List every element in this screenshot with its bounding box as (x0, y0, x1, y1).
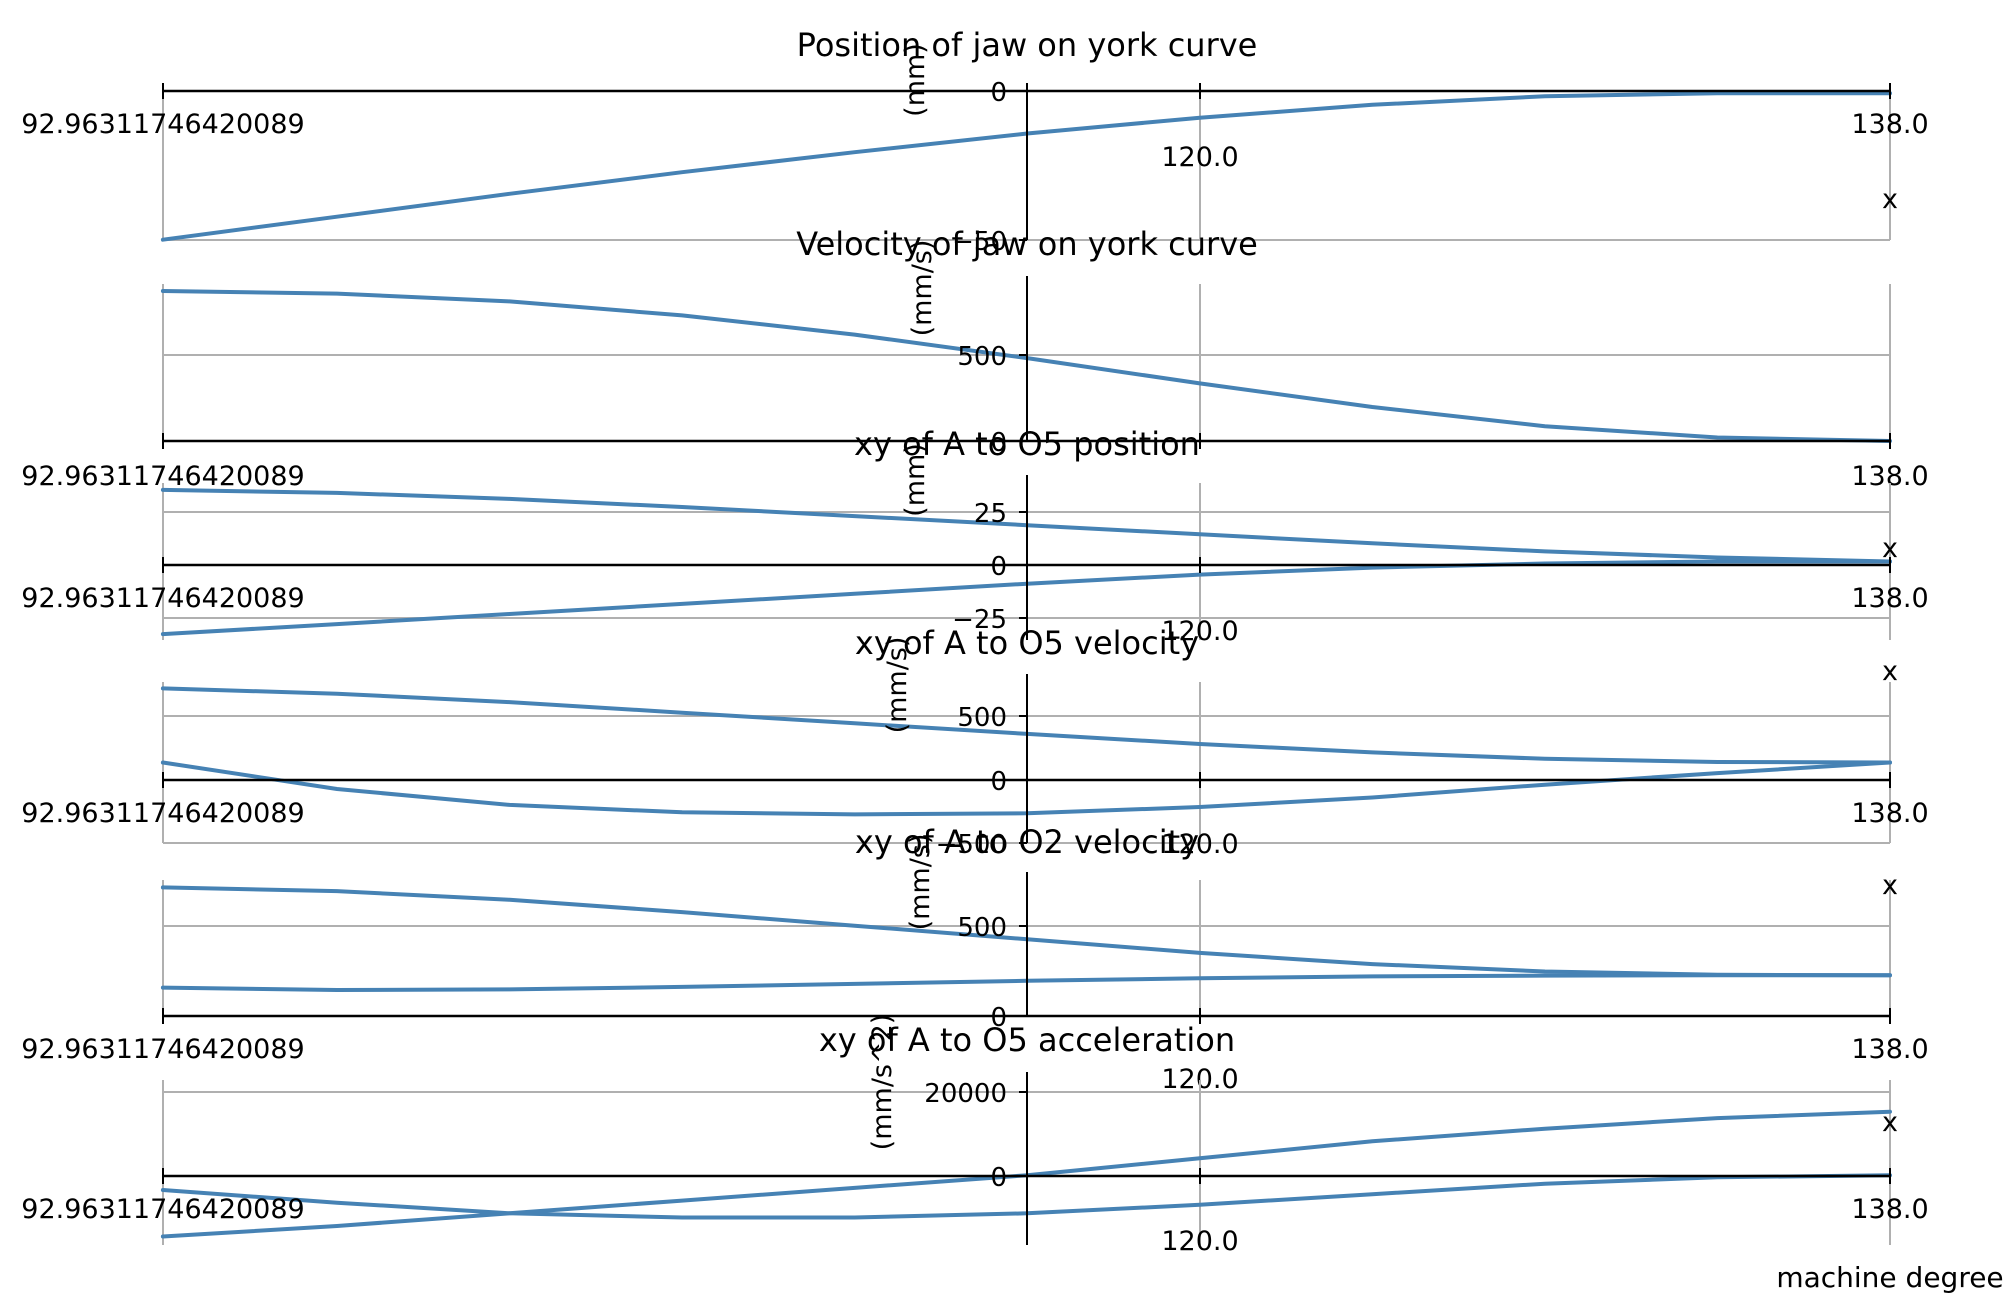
x-axis-label: x (1882, 184, 1898, 215)
y-tick-label: 0 (990, 552, 1007, 582)
y-axis-label: (mm/s) (907, 240, 938, 337)
chart-title: Position of jaw on york curve (797, 26, 1258, 64)
y-axis-label: (mm/s^2) (867, 1014, 898, 1151)
x-tick-label: 120.0 (1161, 1226, 1238, 1257)
y-tick-label: 0 (990, 428, 1007, 458)
chart-title: Velocity of jaw on york curve (796, 225, 1258, 263)
y-axis-label: (mm/s) (905, 834, 936, 931)
y-tick-label: 0 (990, 78, 1007, 108)
y-tick-label: −25 (952, 605, 1007, 635)
x-axis-label: x (1882, 1107, 1898, 1138)
chart-title: xy of A to O5 position (854, 425, 1200, 463)
y-tick-label: 500 (957, 342, 1007, 372)
x-axis-label: x (1882, 870, 1898, 901)
chart-panel-3: 25 0 −25 92.96311746420089 138.0 120.0 x (mm)xy… (21, 425, 1928, 647)
chart-title: xy of A to O2 velocity (855, 823, 1199, 861)
chart-panel-1: 0 −50 92.96311746420089 138.0 120.0 x (mm)Posi… (21, 26, 1928, 257)
y-tick-label: −500 (936, 830, 1007, 860)
y-tick-label: 0 (990, 1003, 1007, 1033)
chart-panel-4: 500 0 −500 92.96311746420089 138.0 120.0 x (mm/… (21, 624, 1928, 860)
y-axis-label: (mm) (900, 443, 931, 517)
x-tick-label: 92.96311746420089 (21, 109, 304, 140)
figure-x-axis-label: machine degree (1776, 1261, 2003, 1294)
chart-title: xy of A to O5 acceleration (819, 1021, 1235, 1059)
x-axis-label: x (1882, 656, 1898, 687)
x-tick-label: 120.0 (1161, 616, 1238, 647)
y-axis-label: (mm) (900, 43, 931, 117)
y-tick-label: 500 (957, 703, 1007, 733)
y-tick-label: −50 (952, 227, 1007, 257)
x-tick-label: 138.0 (1851, 583, 1928, 614)
x-axis-label: x (1882, 533, 1898, 564)
x-tick-label: 138.0 (1851, 798, 1928, 829)
y-tick-label: 20000 (924, 1079, 1007, 1109)
x-tick-label: 120.0 (1161, 142, 1238, 173)
chart-title: xy of A to O5 velocity (855, 624, 1199, 662)
x-tick-label: 138.0 (1851, 1194, 1928, 1225)
chart-panel-6: 20000 0 92.96311746420089 138.0 120.0 x (mm/s^… (21, 1014, 1928, 1257)
x-tick-label: 92.96311746420089 (21, 1194, 304, 1225)
x-tick-label: 92.96311746420089 (21, 798, 304, 829)
x-tick-label: 138.0 (1851, 1034, 1928, 1065)
y-tick-label: 0 (990, 767, 1007, 797)
y-tick-label: 500 (957, 913, 1007, 943)
x-tick-label: 92.96311746420089 (21, 583, 304, 614)
y-axis-label: (mm/s) (882, 637, 913, 734)
x-tick-label: 120.0 (1161, 829, 1238, 860)
y-tick-label: 0 (990, 1163, 1007, 1193)
y-tick-label: 25 (974, 499, 1007, 529)
x-tick-label: 138.0 (1851, 109, 1928, 140)
x-tick-label: 92.96311746420089 (21, 1034, 304, 1065)
